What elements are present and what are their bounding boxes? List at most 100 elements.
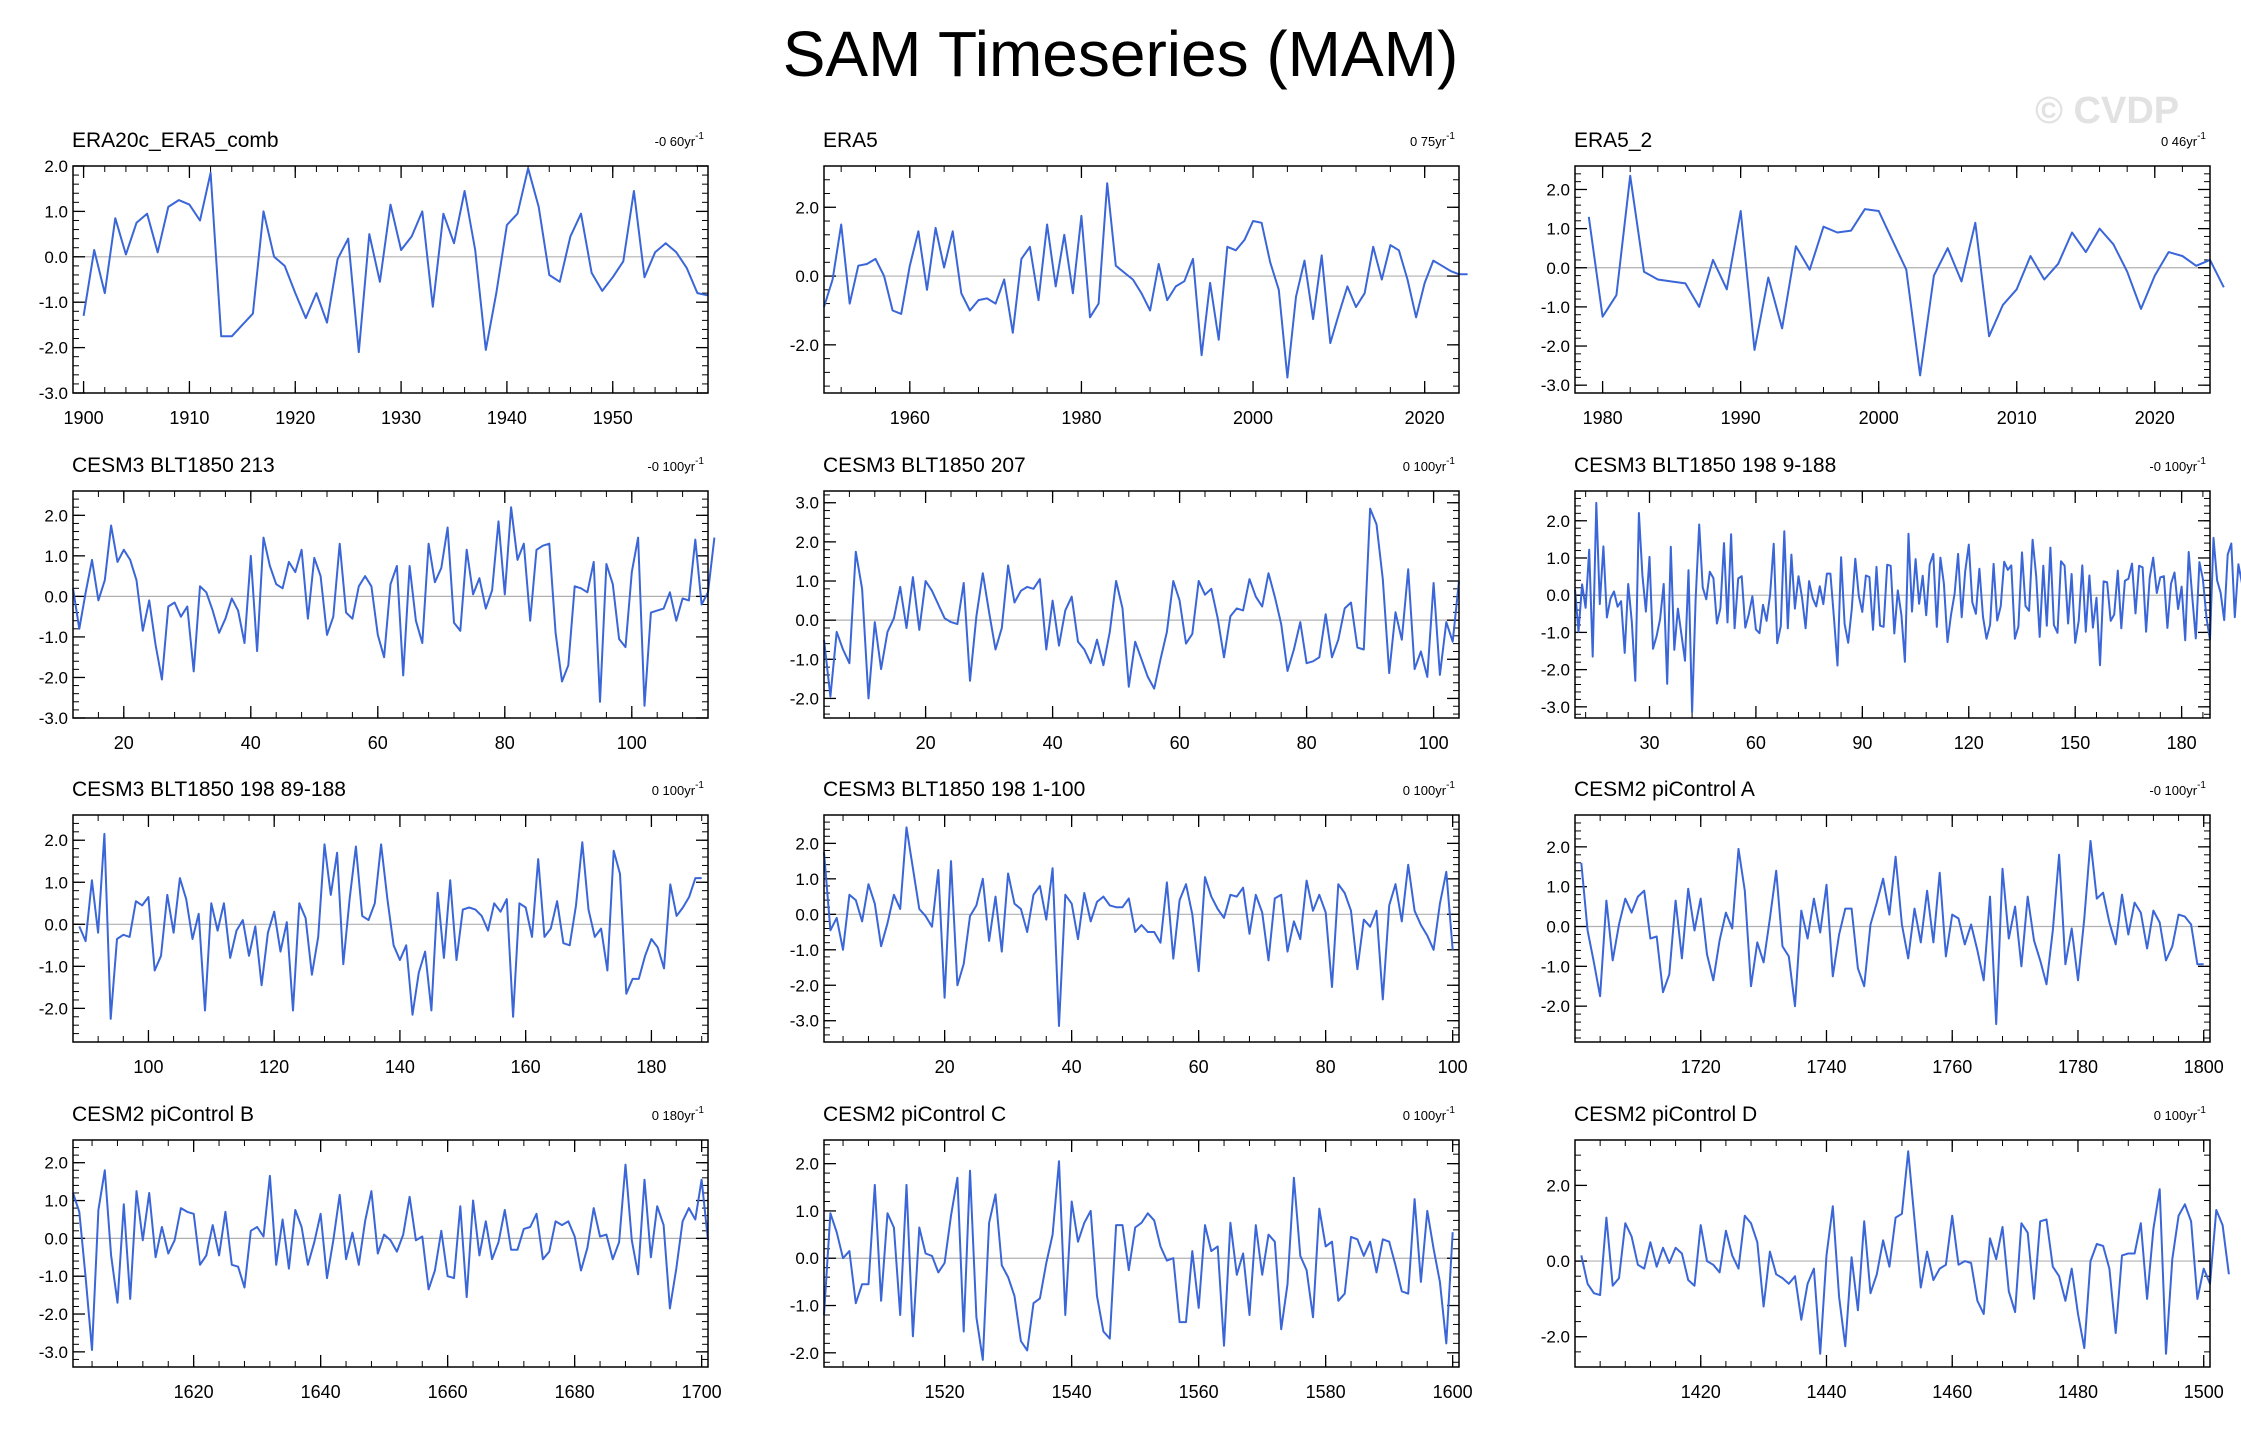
x-tick-label: 1760 bbox=[1932, 1057, 1972, 1077]
page-title: SAM Timeseries (MAM) bbox=[782, 18, 1459, 90]
x-tick-label: 1600 bbox=[1433, 1382, 1473, 1402]
series-line bbox=[1580, 1150, 2230, 1355]
y-tick-label: 2.0 bbox=[1546, 838, 1570, 857]
series-line bbox=[82, 167, 709, 354]
panel-title: CESM2 piControl D bbox=[1574, 1103, 1757, 1126]
x-tick-label: 1950 bbox=[593, 408, 633, 428]
y-tick-label: 0.0 bbox=[44, 587, 68, 606]
x-tick-label: 1800 bbox=[2184, 1057, 2224, 1077]
y-tick-label: 1.0 bbox=[44, 873, 68, 892]
x-tick-label: 100 bbox=[133, 1057, 163, 1077]
chart-panel-4: CESM3 BLT1850 213 -0 100yr-1 20 40 60 80 100 2.… bbox=[39, 454, 716, 753]
trend-value: 0 180yr bbox=[652, 1108, 696, 1123]
x-tick-label: 1720 bbox=[1681, 1057, 1721, 1077]
trend-exponent: -1 bbox=[2197, 1105, 2206, 1116]
y-tick-label: 1.0 bbox=[44, 202, 68, 221]
trend-value: 0 100yr bbox=[2154, 1108, 2198, 1123]
x-tick-label: 1520 bbox=[925, 1382, 965, 1402]
x-tick-label: 2020 bbox=[1405, 408, 1445, 428]
y-tick-label: -2.0 bbox=[1541, 337, 1570, 356]
x-tick-label: 1960 bbox=[890, 408, 930, 428]
x-tick-label: 180 bbox=[636, 1057, 666, 1077]
x-tick-label: 1580 bbox=[1306, 1382, 1346, 1402]
y-tick-label: -3.0 bbox=[1541, 376, 1570, 395]
trend-value: -0 100yr bbox=[2149, 459, 2197, 474]
y-tick-label: -1.0 bbox=[39, 957, 68, 976]
x-tick-label: 1900 bbox=[64, 408, 104, 428]
y-tick-label: -1.0 bbox=[39, 1267, 68, 1286]
chart-panel-7: CESM3 BLT1850 198 89-188 0 100yr-1 100 120 1… bbox=[39, 778, 709, 1077]
y-tick-label: -2.0 bbox=[1541, 997, 1570, 1016]
y-tick-label: 2.0 bbox=[1546, 180, 1570, 199]
plot-frame bbox=[72, 814, 709, 1043]
trend-exponent: -1 bbox=[695, 780, 704, 791]
panel-title: ERA5_2 bbox=[1574, 129, 1652, 152]
y-tick-label: -1.0 bbox=[1541, 623, 1570, 642]
x-tick-label: 100 bbox=[1419, 733, 1449, 753]
y-tick-label: 0.0 bbox=[1546, 259, 1570, 278]
y-tick-label: -2.0 bbox=[39, 668, 68, 687]
y-tick-label: 0.0 bbox=[795, 905, 819, 924]
trend-label: -0 60yr-1 bbox=[655, 131, 705, 149]
x-tick-label: 20 bbox=[935, 1057, 955, 1077]
x-tick-label: 60 bbox=[1170, 733, 1190, 753]
panel-title: CESM3 BLT1850 213 bbox=[72, 454, 275, 477]
x-tick-label: 2000 bbox=[1859, 408, 1899, 428]
trend-value: 0 100yr bbox=[1403, 1108, 1447, 1123]
y-tick-label: -3.0 bbox=[39, 709, 68, 728]
trend-exponent: -1 bbox=[695, 456, 704, 467]
y-tick-label: -1.0 bbox=[790, 1297, 819, 1316]
y-tick-label: -1.0 bbox=[39, 293, 68, 312]
chart-panel-9: CESM2 piControl A -0 100yr-1 1720 1740 1760 1… bbox=[1541, 778, 2224, 1077]
trend-exponent: -1 bbox=[1446, 780, 1455, 791]
y-tick-label: -2.0 bbox=[39, 1305, 68, 1324]
trend-exponent: -1 bbox=[2197, 456, 2206, 467]
x-tick-label: 90 bbox=[1852, 733, 1872, 753]
series-line bbox=[72, 1163, 709, 1351]
y-tick-label: -1.0 bbox=[790, 941, 819, 960]
y-tick-label: -2.0 bbox=[790, 336, 819, 355]
x-tick-label: 80 bbox=[1316, 1057, 1336, 1077]
plot-frame bbox=[823, 490, 1460, 719]
y-tick-label: 2.0 bbox=[795, 198, 819, 217]
x-tick-label: 1930 bbox=[381, 408, 421, 428]
panel-title: CESM3 BLT1850 207 bbox=[823, 454, 1026, 477]
y-tick-label: 0.0 bbox=[1546, 1252, 1570, 1271]
y-tick-label: 2.0 bbox=[44, 157, 68, 176]
y-tick-label: 2.0 bbox=[795, 533, 819, 552]
panel-title: CESM3 BLT1850 198 89-188 bbox=[72, 778, 346, 801]
plot-frame bbox=[72, 490, 709, 719]
y-tick-label: 2.0 bbox=[1546, 512, 1570, 531]
trend-label: 0 75yr-1 bbox=[1410, 131, 1455, 149]
x-tick-label: 120 bbox=[259, 1057, 289, 1077]
cvdp-watermark: © CVDP bbox=[2035, 90, 2180, 132]
trend-label: -0 100yr-1 bbox=[2149, 456, 2206, 474]
series-line bbox=[823, 507, 1460, 700]
x-tick-label: 150 bbox=[2060, 733, 2090, 753]
x-tick-label: 1990 bbox=[1721, 408, 1761, 428]
plot-frame bbox=[823, 165, 1460, 394]
y-tick-label: 3.0 bbox=[795, 494, 819, 513]
chart-panel-10: CESM2 piControl B 0 180yr-1 1620 1640 1660 16… bbox=[39, 1103, 722, 1402]
x-tick-label: 1460 bbox=[1932, 1382, 1972, 1402]
panel-title: CESM2 piControl C bbox=[823, 1103, 1006, 1126]
series-line bbox=[1587, 174, 2225, 377]
trend-exponent: -1 bbox=[2197, 780, 2206, 791]
y-tick-label: 2.0 bbox=[44, 831, 68, 850]
trend-label: 0 100yr-1 bbox=[1403, 1105, 1456, 1123]
y-tick-label: 1.0 bbox=[1546, 878, 1570, 897]
y-tick-label: 0.0 bbox=[795, 1249, 819, 1268]
x-tick-label: 1620 bbox=[174, 1382, 214, 1402]
x-tick-label: 1500 bbox=[2184, 1382, 2224, 1402]
y-tick-label: 2.0 bbox=[44, 1154, 68, 1173]
trend-value: 0 100yr bbox=[1403, 783, 1447, 798]
plot-frame bbox=[1574, 1139, 2211, 1368]
x-tick-label: 1660 bbox=[428, 1382, 468, 1402]
panel-title: CESM2 piControl B bbox=[72, 1103, 254, 1126]
y-tick-label: -2.0 bbox=[790, 689, 819, 708]
x-tick-label: 100 bbox=[617, 733, 647, 753]
x-tick-label: 120 bbox=[1954, 733, 1984, 753]
x-tick-label: 1700 bbox=[682, 1382, 722, 1402]
y-tick-label: -3.0 bbox=[790, 1012, 819, 1031]
x-tick-label: 1910 bbox=[169, 408, 209, 428]
